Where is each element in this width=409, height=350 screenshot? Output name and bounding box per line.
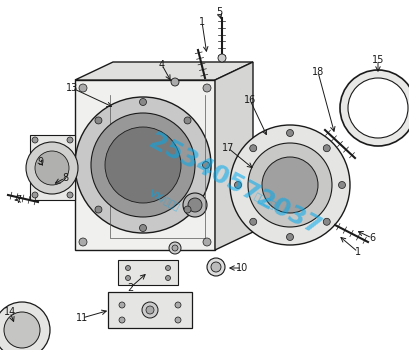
Text: 13: 13: [66, 83, 78, 93]
Circle shape: [0, 302, 50, 350]
Circle shape: [347, 78, 407, 138]
Circle shape: [218, 54, 225, 62]
Circle shape: [119, 302, 125, 308]
Circle shape: [202, 238, 211, 246]
Text: 8: 8: [62, 173, 68, 183]
Circle shape: [211, 262, 220, 272]
Polygon shape: [75, 62, 252, 80]
Circle shape: [188, 198, 202, 212]
Circle shape: [234, 182, 241, 189]
Circle shape: [286, 233, 293, 240]
Circle shape: [32, 137, 38, 143]
Circle shape: [125, 275, 130, 280]
Circle shape: [247, 143, 331, 227]
Polygon shape: [30, 135, 75, 200]
Circle shape: [338, 182, 345, 189]
Circle shape: [125, 266, 130, 271]
Circle shape: [171, 78, 179, 86]
Circle shape: [322, 145, 330, 152]
Text: 18: 18: [311, 67, 324, 77]
Circle shape: [35, 151, 69, 185]
Text: 1: 1: [198, 17, 204, 27]
Circle shape: [146, 306, 154, 314]
Text: 17: 17: [221, 143, 234, 153]
Circle shape: [207, 258, 225, 276]
Circle shape: [67, 137, 73, 143]
Circle shape: [4, 312, 40, 348]
Circle shape: [139, 98, 146, 105]
Circle shape: [169, 242, 180, 254]
Text: 4: 4: [159, 60, 165, 70]
Polygon shape: [75, 80, 214, 250]
Circle shape: [184, 206, 191, 213]
Circle shape: [165, 266, 170, 271]
Text: 15: 15: [371, 55, 383, 65]
Circle shape: [32, 192, 38, 198]
Circle shape: [26, 142, 78, 194]
Circle shape: [229, 125, 349, 245]
Circle shape: [79, 238, 87, 246]
Circle shape: [142, 302, 157, 318]
Text: 9: 9: [37, 157, 43, 167]
Text: 10: 10: [235, 263, 247, 273]
Circle shape: [286, 130, 293, 136]
Circle shape: [75, 97, 211, 233]
Circle shape: [249, 145, 256, 152]
Text: 5: 5: [216, 7, 222, 17]
Text: 11: 11: [76, 313, 88, 323]
Circle shape: [249, 218, 256, 225]
Circle shape: [184, 117, 191, 124]
Circle shape: [202, 161, 209, 168]
Circle shape: [67, 192, 73, 198]
Circle shape: [261, 157, 317, 213]
Circle shape: [202, 84, 211, 92]
Circle shape: [339, 70, 409, 146]
Text: 25340572037: 25340572037: [144, 130, 324, 240]
Text: 6: 6: [368, 233, 374, 243]
Circle shape: [79, 84, 87, 92]
Circle shape: [322, 218, 330, 225]
Circle shape: [175, 302, 180, 308]
Circle shape: [175, 317, 180, 323]
Text: 2: 2: [126, 283, 133, 293]
Text: 1: 1: [354, 247, 360, 257]
Text: 16: 16: [243, 95, 256, 105]
Circle shape: [105, 127, 180, 203]
Circle shape: [91, 113, 195, 217]
Circle shape: [182, 193, 207, 217]
Polygon shape: [214, 62, 252, 250]
Circle shape: [119, 317, 125, 323]
Text: 谢输文字: 谢输文字: [252, 190, 277, 210]
Polygon shape: [118, 260, 178, 285]
Circle shape: [165, 275, 170, 280]
Circle shape: [95, 206, 102, 213]
Circle shape: [172, 245, 178, 251]
Text: VX/微信：: VX/微信：: [148, 188, 182, 212]
Text: 7: 7: [15, 195, 21, 205]
Text: 14: 14: [4, 307, 16, 317]
Circle shape: [139, 224, 146, 231]
Circle shape: [95, 117, 102, 124]
Polygon shape: [108, 292, 191, 328]
